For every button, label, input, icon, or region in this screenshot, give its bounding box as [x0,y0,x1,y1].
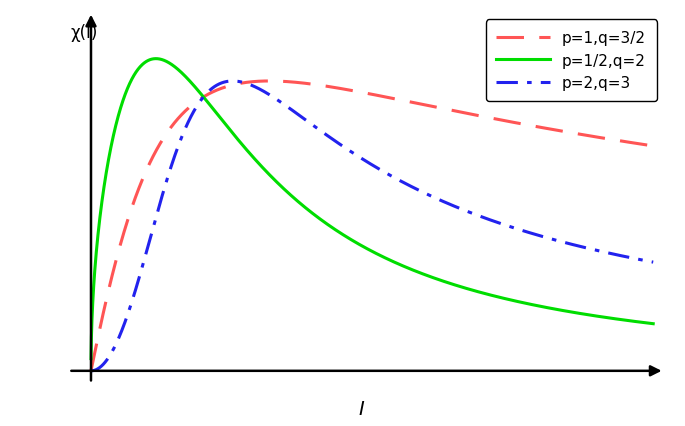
p=1,q=3/2 [303,82,311,87]
p=1/2,q=2 [649,321,658,326]
p=1,q=3/2 [638,142,647,147]
p=1,q=3/2 [649,144,658,149]
p=2,q=3 [577,245,586,250]
p=1/2,q=2 [327,225,335,230]
Text: χ(I): χ(I) [71,23,98,41]
p=1/2,q=2 [87,356,95,361]
p=2,q=3 [229,79,237,84]
Line: p=2,q=3: p=2,q=3 [91,82,653,371]
p=1/2,q=2 [151,57,160,62]
p=2,q=3 [327,136,335,141]
Text: I: I [358,399,364,418]
Line: p=1/2,q=2: p=1/2,q=2 [91,60,653,359]
p=2,q=3 [638,258,647,263]
p=1/2,q=2 [577,311,586,317]
Line: p=1,q=3/2: p=1,q=3/2 [91,82,653,371]
p=1/2,q=2 [152,57,160,62]
p=2,q=3 [151,218,160,223]
p=1/2,q=2 [184,78,192,83]
p=1,q=3/2 [265,79,273,84]
p=2,q=3 [649,260,658,265]
p=1,q=3/2 [184,106,192,111]
p=1,q=3/2 [327,85,335,90]
p=1,q=3/2 [151,150,160,155]
Legend: p=1,q=3/2, p=1/2,q=2, p=2,q=3: p=1,q=3/2, p=1/2,q=2, p=2,q=3 [486,20,657,102]
p=2,q=3 [87,368,95,374]
p=1/2,q=2 [303,207,311,212]
p=1,q=3/2 [577,132,586,138]
p=2,q=3 [303,119,311,124]
p=1/2,q=2 [638,320,647,325]
p=1,q=3/2 [87,368,95,373]
p=2,q=3 [184,120,192,125]
